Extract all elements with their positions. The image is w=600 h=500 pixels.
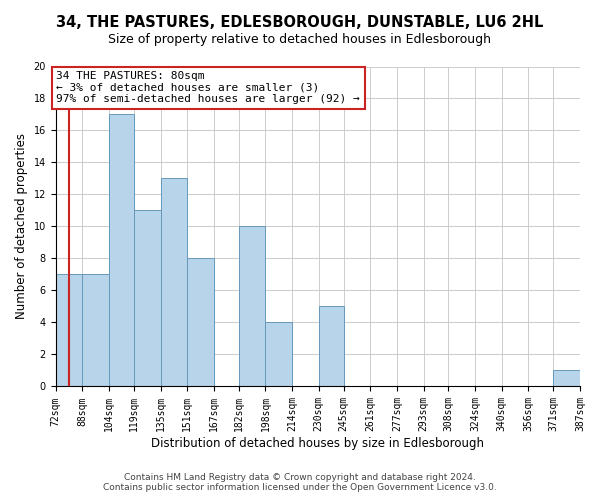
Bar <box>265 322 292 386</box>
Bar <box>56 274 82 386</box>
Y-axis label: Number of detached properties: Number of detached properties <box>15 134 28 320</box>
Bar <box>553 370 580 386</box>
Bar <box>109 114 134 386</box>
Text: 34, THE PASTURES, EDLESBOROUGH, DUNSTABLE, LU6 2HL: 34, THE PASTURES, EDLESBOROUGH, DUNSTABL… <box>56 15 544 30</box>
Text: Size of property relative to detached houses in Edlesborough: Size of property relative to detached ho… <box>109 32 491 46</box>
Bar <box>187 258 214 386</box>
Bar <box>82 274 109 386</box>
X-axis label: Distribution of detached houses by size in Edlesborough: Distribution of detached houses by size … <box>151 437 484 450</box>
Text: 34 THE PASTURES: 80sqm
← 3% of detached houses are smaller (3)
97% of semi-detac: 34 THE PASTURES: 80sqm ← 3% of detached … <box>56 72 360 104</box>
Bar <box>319 306 344 386</box>
Bar <box>239 226 265 386</box>
Bar <box>134 210 161 386</box>
Text: Contains HM Land Registry data © Crown copyright and database right 2024.
Contai: Contains HM Land Registry data © Crown c… <box>103 473 497 492</box>
Bar <box>161 178 187 386</box>
